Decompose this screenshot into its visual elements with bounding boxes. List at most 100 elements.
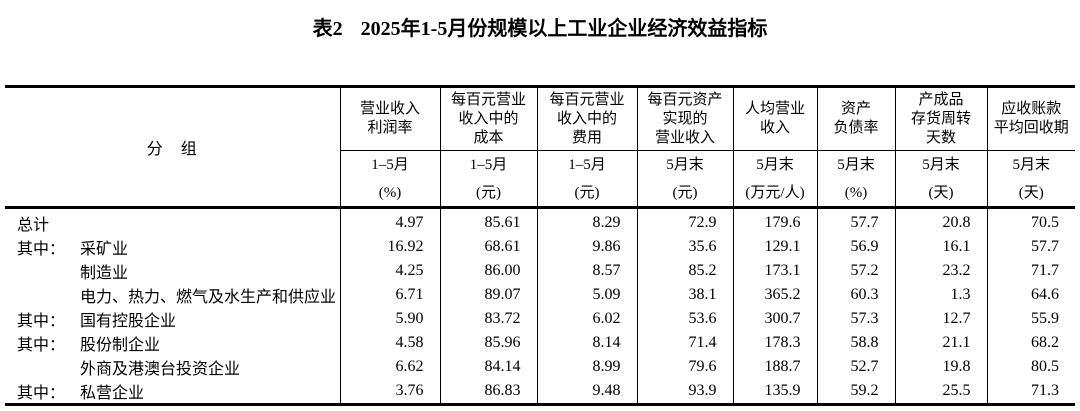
cell-value: 1.3 [894, 283, 987, 307]
cell-value: 8.57 [536, 259, 637, 283]
row-prefix: 其中： [17, 385, 66, 402]
unit-label: (万元/人) [745, 184, 805, 201]
cell-value: 6.02 [536, 307, 637, 331]
row-label-text: 电力、热力、燃气及水生产和供应业 [80, 289, 337, 306]
column-header-label: 每百元营业 收入中的 成本 [450, 91, 526, 146]
cell-value: 89.07 [439, 283, 537, 307]
period-label: 5月末 [1012, 156, 1050, 173]
cell-value: 6.62 [339, 355, 440, 379]
cell-value: 84.14 [439, 355, 537, 379]
column-header-label: 人均营业 收入 [744, 101, 805, 136]
cell-value: 8.29 [536, 207, 637, 235]
cell-value: 72.9 [636, 207, 733, 235]
column-header-label: 每百元资产 实现的 营业收入 [647, 91, 723, 146]
column-header-revenue-per-assets: 每百元资产 实现的 营业收入 [636, 86, 733, 151]
column-header-cost-per-100: 每百元营业 收入中的 成本 [439, 86, 537, 151]
row-prefix: 其中： [17, 313, 66, 330]
column-header-label: 每百元营业 收入中的 费用 [549, 91, 625, 146]
table-title: 表2 2025年1-5月份规模以上工业企业经济效益指标 [0, 0, 1080, 43]
table-row-total: 总计 4.97 85.61 8.29 72.9 179.6 57.7 20.8 … [5, 207, 1075, 235]
period-unit-cell: 5月末 (天) [894, 150, 987, 209]
group-column-header: 分 组 [5, 86, 340, 209]
unit-label: (天) [928, 184, 954, 201]
cell-value: 8.99 [536, 355, 637, 379]
table-number-label: 表2 [312, 18, 343, 40]
cell-value: 21.1 [894, 331, 987, 355]
cell-value: 20.8 [894, 207, 987, 235]
cell-value: 16.92 [339, 235, 440, 259]
row-label: 制造业 [5, 259, 340, 283]
row-label: 其中： 私营企业 [5, 379, 340, 405]
cell-value: 57.2 [816, 259, 895, 283]
cell-value: 52.7 [816, 355, 895, 379]
cell-value: 70.5 [986, 207, 1075, 235]
row-label-text: 外商及港澳台投资企业 [80, 361, 241, 378]
cell-value: 68.61 [439, 235, 537, 259]
unit-label: (天) [1018, 184, 1044, 201]
period-unit-cell: 1–5月 (%) [339, 150, 440, 209]
cell-value: 23.2 [894, 259, 987, 283]
cell-value: 85.2 [636, 259, 733, 283]
cell-value: 93.9 [636, 379, 733, 405]
column-header-debt-ratio: 资产 负债率 [816, 86, 895, 151]
cell-value: 4.25 [339, 259, 440, 283]
column-header-inventory-turnover: 产成品 存货周转 天数 [894, 86, 987, 151]
cell-value: 179.6 [732, 207, 817, 235]
period-label: 5月末 [666, 156, 704, 173]
cell-value: 64.6 [986, 283, 1075, 307]
column-header-label: 资产 负债率 [833, 101, 879, 136]
row-label-text: 国有控股企业 [80, 313, 177, 330]
period-label: 5月末 [756, 156, 794, 173]
cell-value: 25.5 [894, 379, 987, 405]
cell-value: 57.7 [816, 207, 895, 235]
cell-value: 71.4 [636, 331, 733, 355]
column-header-receivables-period: 应收账款 平均回收期 [986, 86, 1075, 151]
period-label: 5月末 [837, 156, 875, 173]
cell-value: 55.9 [986, 307, 1075, 331]
column-header-expense-per-100: 每百元营业 收入中的 费用 [536, 86, 637, 151]
period-label: 1–5月 [469, 156, 508, 173]
cell-value: 80.5 [986, 355, 1075, 379]
row-label-text: 私营企业 [80, 385, 145, 402]
cell-value: 83.72 [439, 307, 537, 331]
table-body: 总计 4.97 85.61 8.29 72.9 179.6 57.7 20.8 … [5, 207, 1075, 405]
cell-value: 4.97 [339, 207, 440, 235]
row-label-text: 制造业 [80, 265, 129, 282]
row-label-text: 采矿业 [80, 241, 129, 258]
header-row-period-unit: 1–5月 (%) 1–5月 (元) 1–5月 (元) 5月末 (元) 5月末 (万元/人)… [5, 150, 1075, 209]
row-label: 其中： 采矿业 [5, 235, 340, 259]
cell-value: 173.1 [732, 259, 817, 283]
row-label: 其中： 股份制企业 [5, 331, 340, 355]
cell-value: 60.3 [816, 283, 895, 307]
table-row-mining: 其中： 采矿业 16.92 68.61 9.86 35.6 129.1 56.9 … [5, 235, 1075, 259]
period-unit-cell: 1–5月 (元) [439, 150, 537, 209]
cell-value: 86.83 [439, 379, 537, 405]
cell-value: 56.9 [816, 235, 895, 259]
column-header-label: 产成品 存货周转 天数 [910, 91, 971, 146]
cell-value: 129.1 [732, 235, 817, 259]
cell-value: 5.90 [339, 307, 440, 331]
cell-value: 178.3 [732, 331, 817, 355]
cell-value: 12.7 [894, 307, 987, 331]
unit-label: (元) [672, 184, 698, 201]
period-label: 1–5月 [568, 156, 606, 173]
column-header-label: 应收账款 平均回收期 [993, 101, 1069, 136]
cell-value: 57.7 [986, 235, 1075, 259]
period-unit-cell: 5月末 (%) [816, 150, 895, 209]
cell-value: 300.7 [732, 307, 817, 331]
column-header-profit-margin: 营业收入 利润率 [339, 86, 440, 151]
header-row-indicators: 分 组 营业收入 利润率 每百元营业 收入中的 成本 每百元营业 收入中的 费用… [5, 86, 1075, 209]
cell-value: 71.3 [986, 379, 1075, 405]
cell-value: 79.6 [636, 355, 733, 379]
cell-value: 85.96 [439, 331, 537, 355]
table-row-manufacturing: 制造业 4.25 86.00 8.57 85.2 173.1 57.2 23.2… [5, 259, 1075, 283]
unit-label: (%) [378, 184, 402, 201]
column-header-label: 营业收入 利润率 [359, 101, 420, 136]
unit-label: (元) [574, 184, 600, 201]
cell-value: 59.2 [816, 379, 895, 405]
cell-value: 5.09 [536, 283, 637, 307]
table-row-joint-stock: 其中： 股份制企业 4.58 85.96 8.14 71.4 178.3 58.8… [5, 331, 1075, 355]
cell-value: 71.7 [986, 259, 1075, 283]
cell-value: 6.71 [339, 283, 440, 307]
table-header: 分 组 营业收入 利润率 每百元营业 收入中的 成本 每百元营业 收入中的 费用… [5, 86, 1075, 209]
